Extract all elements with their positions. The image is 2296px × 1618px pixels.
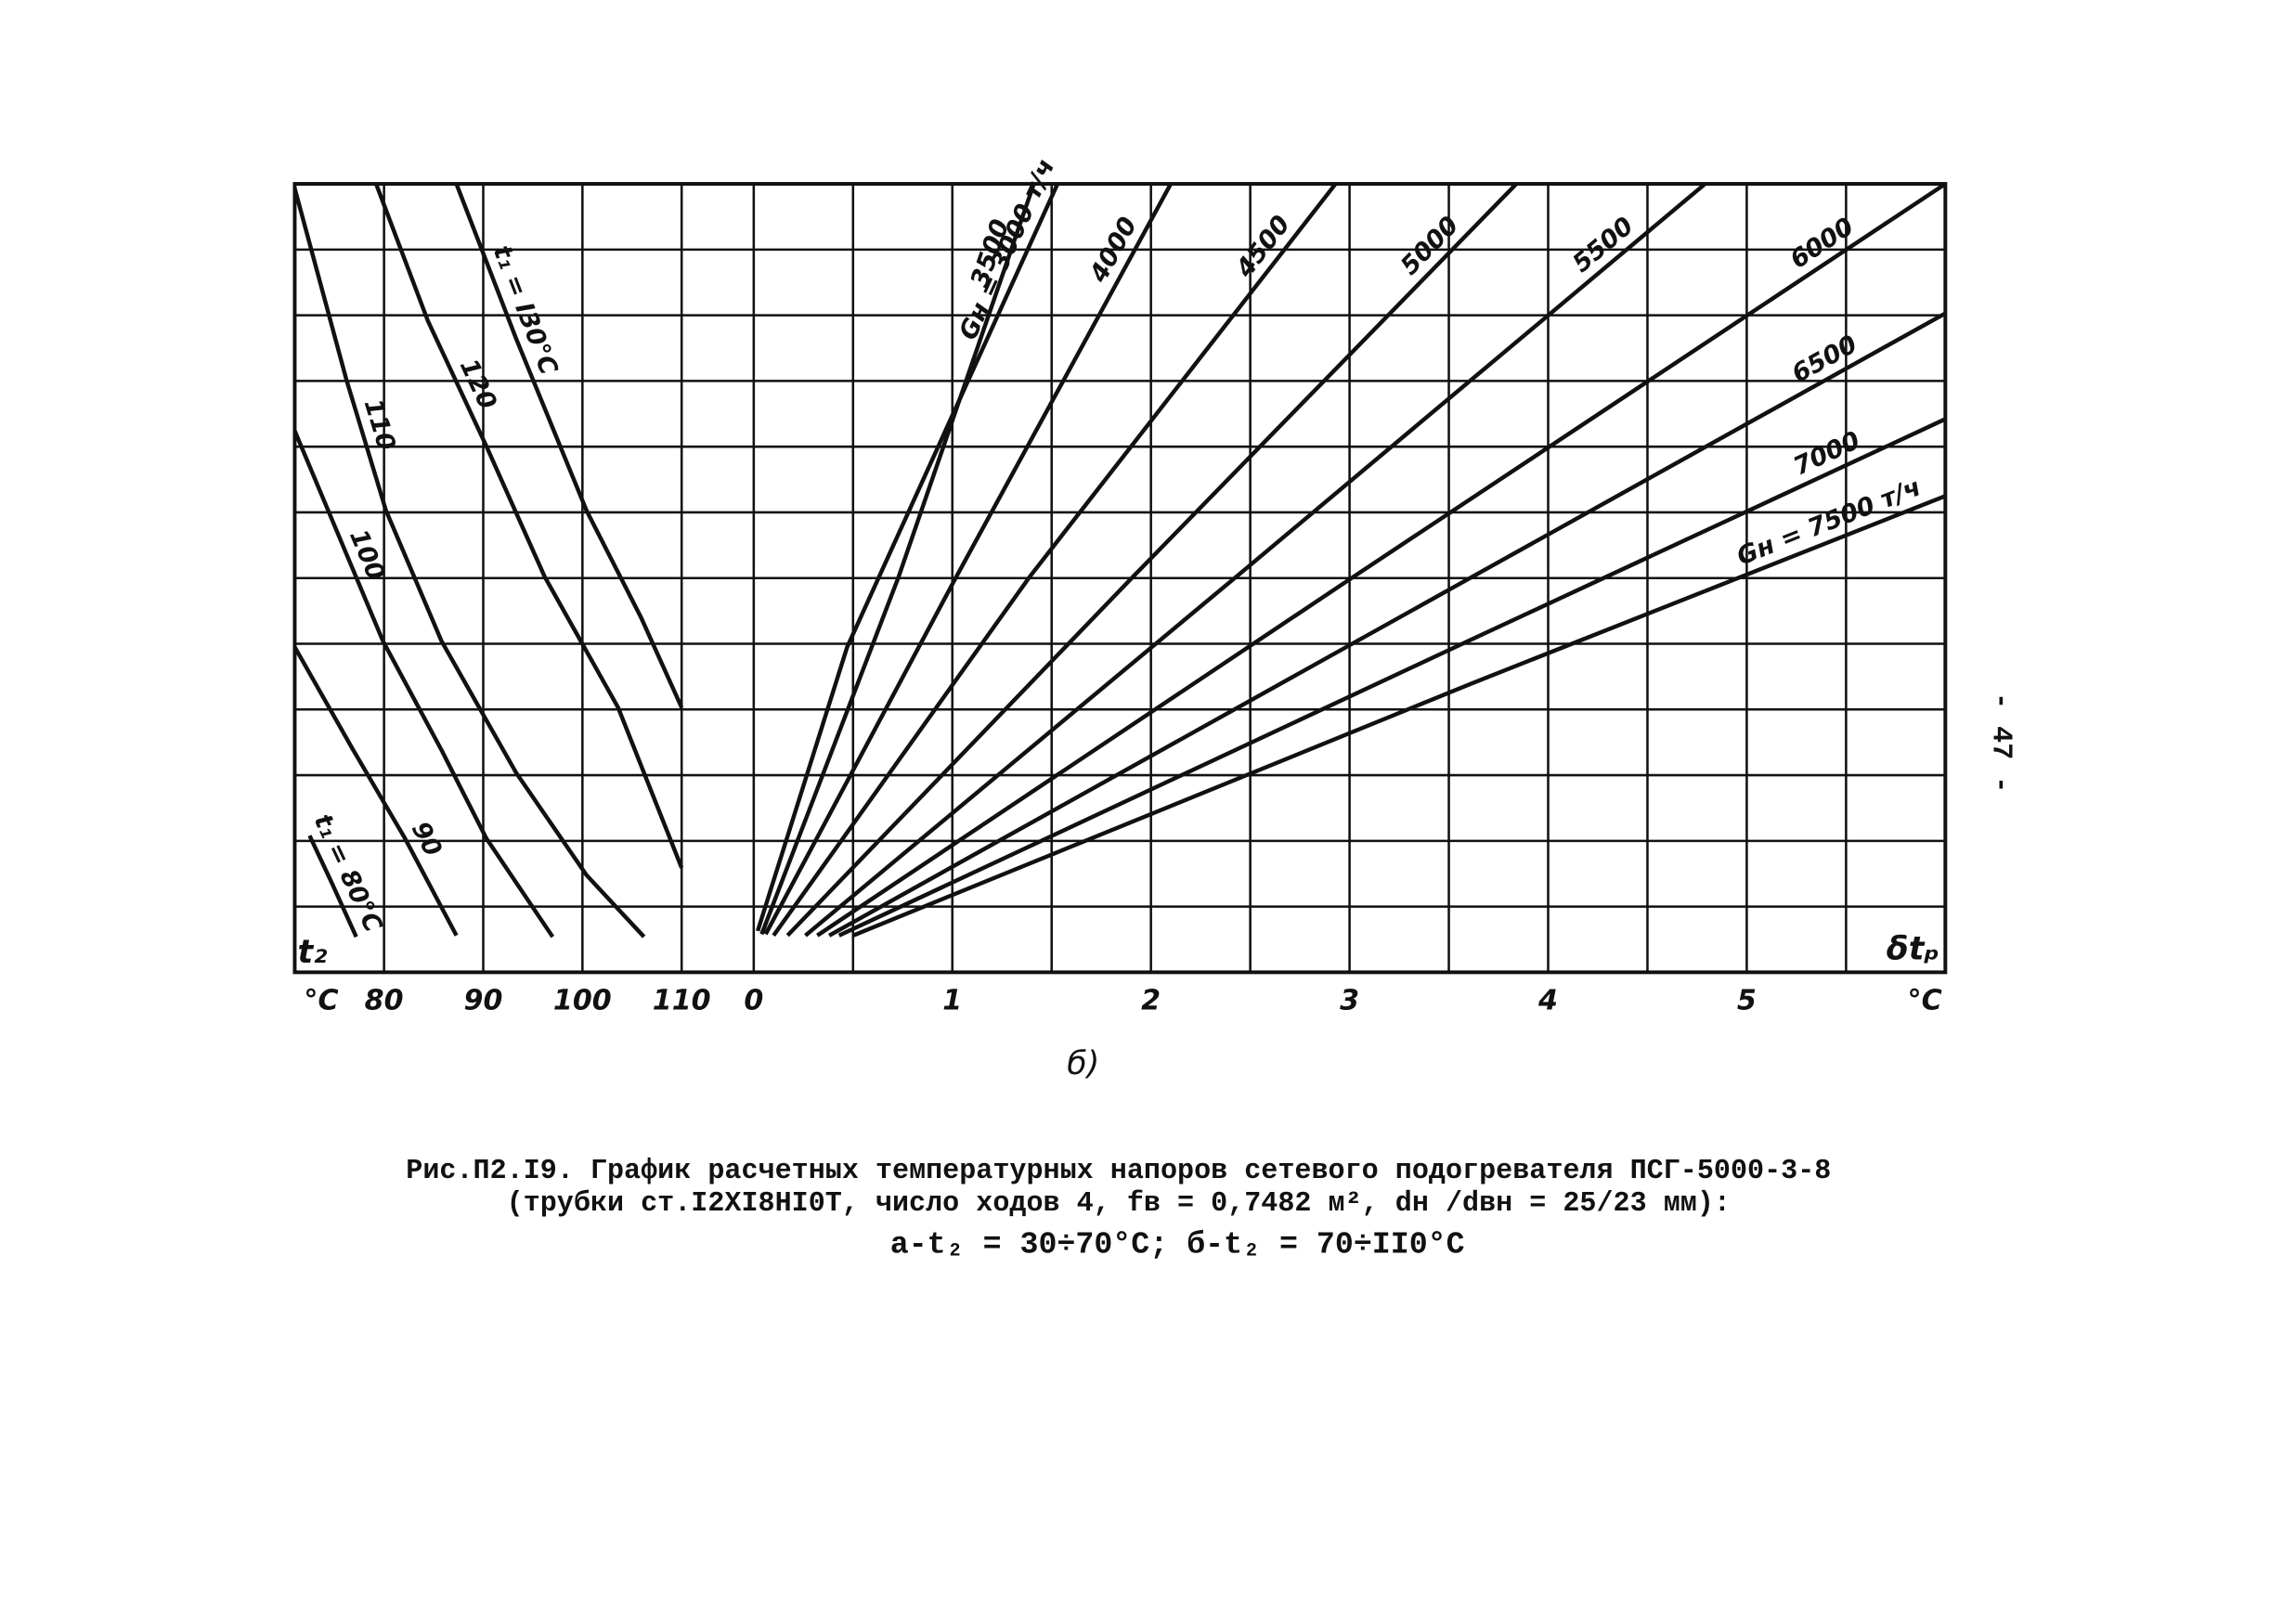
series-line xyxy=(772,182,1338,938)
x-tick-label: 90 xyxy=(464,985,503,1017)
x-axis-unit: °C xyxy=(1908,985,1942,1017)
x-tick-label: 100 xyxy=(553,985,612,1017)
x-tick-label: 5 xyxy=(1737,985,1757,1017)
x-axis-label: t₂ xyxy=(298,934,329,971)
series-line xyxy=(816,182,1947,938)
caption-line: (трубки ст.I2XI8HI0T, число ходов 4, fв … xyxy=(507,1188,1731,1220)
series-line xyxy=(307,835,358,938)
series-line xyxy=(374,183,684,869)
x-tick-label: 3 xyxy=(1340,985,1359,1017)
series-line xyxy=(759,183,1036,936)
series-line xyxy=(292,188,646,938)
x-tick-label: 4 xyxy=(1537,985,1558,1017)
series-line xyxy=(785,182,1518,938)
x-axis-unit: °C xyxy=(304,985,338,1017)
series-line xyxy=(828,311,1947,938)
series-line xyxy=(756,183,1060,932)
page-number: - 47 - xyxy=(1985,693,2017,793)
caption-line: Рис.П2.I9. График расчетных температурны… xyxy=(406,1156,1831,1187)
x-axis-label: δtₚ xyxy=(1887,931,1939,968)
series-line xyxy=(837,417,1947,938)
series-line xyxy=(763,183,1174,936)
series-line xyxy=(851,494,1947,938)
caption-line: а-t₂ = 30÷70°C; б-t₂ = 70÷II0°C xyxy=(890,1226,1465,1262)
x-tick-label: 1 xyxy=(942,985,962,1017)
x-tick-label: 0 xyxy=(744,985,763,1017)
series-line xyxy=(454,183,684,709)
x-tick-label: 80 xyxy=(365,985,404,1017)
series-line xyxy=(292,645,459,937)
series-label: 120 xyxy=(454,355,502,414)
series-label: Gн = 7500 т/ч xyxy=(1733,472,1926,571)
x-tick-label: 2 xyxy=(1141,985,1161,1017)
x-tick-label: 110 xyxy=(653,985,711,1017)
series-line xyxy=(292,430,555,938)
series-line xyxy=(804,182,1706,938)
panel-label: б) xyxy=(1067,1045,1099,1082)
